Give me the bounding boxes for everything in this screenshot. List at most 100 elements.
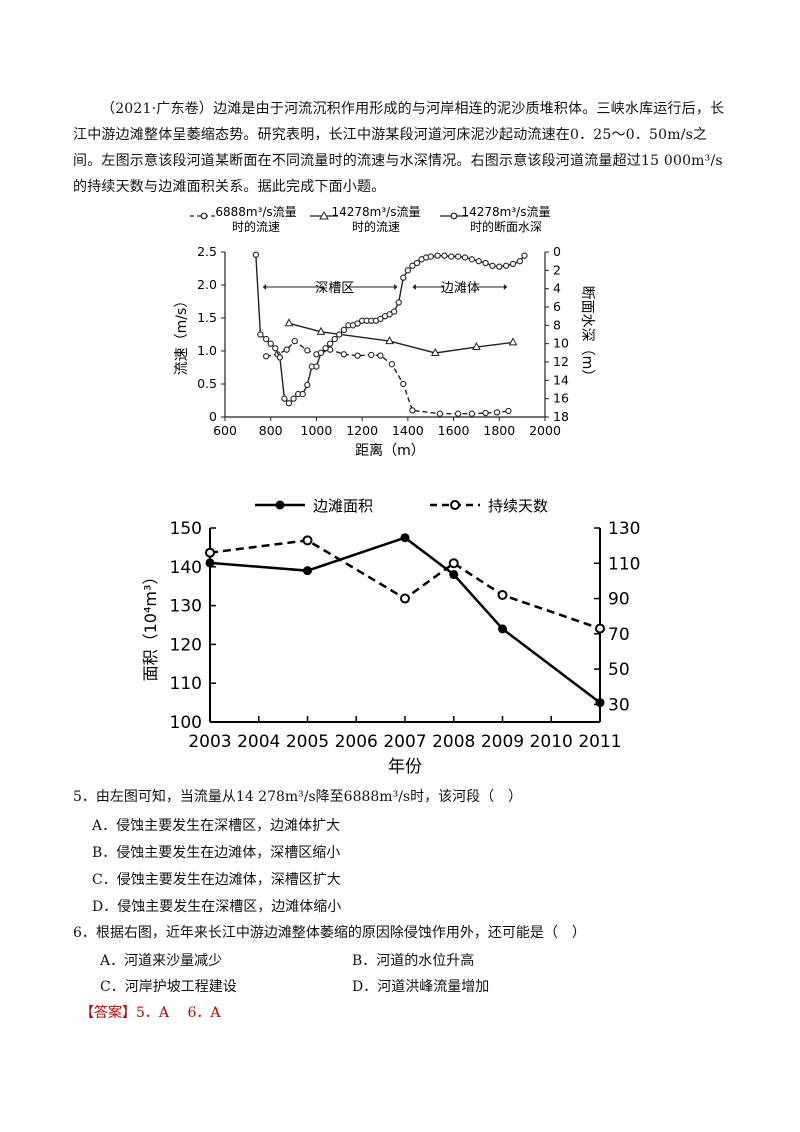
legend-label: 14278m³/s流量: [332, 205, 421, 219]
data-point-circle: [377, 315, 384, 323]
data-point-circle: [468, 256, 476, 263]
question-5-option-b[interactable]: B．侵蚀主要发生在边滩体，深槽区缩小: [92, 845, 341, 861]
data-point-circle: [521, 252, 528, 259]
data-point-circle: [291, 337, 298, 345]
question-5-option-a[interactable]: A．侵蚀主要发生在深槽区，边滩体扩大: [92, 818, 341, 834]
x-tick-label: 2008: [432, 732, 475, 752]
data-point-circle: [493, 409, 501, 416]
x-axis-label: 距离（m）: [355, 442, 425, 459]
chart2-series: [205, 533, 605, 708]
data-point-circle: [377, 352, 384, 359]
data-point-circle: [461, 254, 469, 261]
data-point-circle: [388, 361, 396, 368]
data-point-open: [595, 623, 605, 634]
data-point-circle: [496, 263, 503, 270]
y2-tick-label: 14: [553, 372, 569, 387]
data-point-circle: [317, 349, 325, 356]
y2-axis-label: 断面水深（m）: [579, 286, 595, 384]
data-point-circle: [283, 346, 290, 353]
y2-tick-label: 110: [608, 554, 640, 574]
question-5-option-d[interactable]: D．侵蚀主要发生在深槽区，边滩体缩小: [92, 899, 342, 915]
y-tick-label: 140: [170, 558, 202, 578]
data-point-circle: [434, 252, 441, 259]
legend-open-circle-marker: [450, 212, 458, 220]
answer-line: 【答案】5．A 6．A: [80, 1005, 221, 1021]
question-intro: （2021·广东卷）边滩是由于河流沉积作用形成的与河岸相连的泥沙质堆积体。三峡水…: [73, 101, 725, 195]
data-point-circle: [354, 352, 361, 359]
annotation-arrowhead: [262, 284, 267, 290]
data-point-circle: [354, 320, 361, 327]
data-point-triangle: [472, 341, 481, 351]
data-point-circle: [400, 274, 407, 281]
annotation-arrowhead: [394, 284, 398, 290]
data-point-circle: [276, 354, 284, 361]
data-point-circle: [257, 331, 264, 338]
x-tick-label: 2000: [529, 423, 561, 438]
y-tick-label: 1.5: [197, 310, 217, 325]
data-point-open: [400, 593, 410, 604]
x-tick-label: 2011: [578, 732, 621, 752]
legend-label: 6888m³/s流量: [215, 205, 296, 219]
x-tick-label: 1200: [346, 423, 378, 438]
annotation-beach-body: 边滩体: [441, 281, 480, 296]
question-6-option-d[interactable]: D．河道洪峰流量增加: [352, 979, 490, 995]
series-line: [209, 539, 601, 630]
data-point-circle: [409, 262, 416, 269]
y2-tick-label: 18: [553, 409, 569, 424]
legend-open-circle-marker: [450, 500, 460, 510]
data-point-filled: [205, 558, 215, 568]
x-tick-label: 1400: [392, 423, 424, 438]
y2-tick-label: 10: [553, 336, 569, 351]
chart1-legend: 6888m³/s流量时的流速14278m³/s流量时的流速14278m³/s流量…: [190, 205, 550, 234]
y-tick-label: 0: [209, 409, 217, 424]
data-point-circle: [336, 331, 343, 338]
x-tick-label: 1000: [301, 423, 333, 438]
x-tick-label: 2007: [383, 732, 426, 752]
y2-tick-label: 6: [553, 299, 561, 314]
question-6-stem: 6．根据右图，近年来长江中游边滩整体萎缩的原因除侵蚀作用外，还可能是（ ）: [73, 925, 586, 941]
y2-tick-label: 16: [553, 391, 569, 406]
data-point-circle: [386, 311, 393, 318]
x-tick-label: 2006: [335, 732, 378, 752]
series-line: [255, 254, 525, 405]
legend-open-circle-marker: [200, 212, 208, 220]
chart1-series: [252, 251, 528, 417]
question-6-option-b[interactable]: B．河道的水位升高: [352, 953, 475, 969]
series-line: [209, 536, 601, 704]
data-point-filled: [498, 624, 507, 634]
data-point-circle: [262, 353, 270, 360]
data-point-circle: [340, 326, 348, 334]
question-6-option-c[interactable]: C．河岸护坡工程建设: [100, 979, 237, 995]
x-tick-label: 2005: [286, 732, 329, 752]
y-tick-label: 2.0: [197, 277, 217, 292]
chart1-axes: 600 800 1000 1200 1400 1600 1800 2000 0 0.5 1.0 1.5…: [174, 244, 595, 459]
data-point-circle: [390, 308, 398, 315]
y2-tick-label: 50: [608, 660, 630, 680]
data-point-circle: [262, 335, 270, 343]
y-tick-label: 120: [170, 635, 202, 655]
question-6-option-a[interactable]: A．河道来沙量减少: [100, 953, 223, 969]
y2-tick-label: 130: [608, 519, 640, 539]
data-point-circle: [272, 345, 279, 352]
data-point-circle: [427, 253, 434, 260]
y-tick-label: 150: [170, 519, 202, 539]
data-point-circle: [281, 395, 288, 402]
data-point-circle: [252, 251, 260, 258]
legend-triangle-marker: [319, 210, 329, 220]
question-5-option-c[interactable]: C．侵蚀主要发生在边滩体，深槽区扩大: [92, 872, 341, 888]
legend-label: 持续天数: [488, 497, 548, 515]
data-point-circle: [441, 252, 448, 259]
data-point-filled: [303, 566, 312, 576]
data-point-circle: [340, 351, 348, 358]
data-point-circle: [395, 299, 402, 306]
y-tick-label: 2.5: [197, 244, 217, 259]
data-point-open: [448, 558, 459, 569]
data-point-circle: [368, 351, 375, 359]
y-tick-label: 100: [170, 713, 202, 733]
x-tick-label: 600: [213, 423, 237, 438]
data-point-triangle: [385, 336, 394, 345]
y2-tick-label: 12: [553, 354, 569, 369]
data-point-open: [302, 535, 313, 546]
area-days-chart: 边滩面积 持续天数 2003 2004 2005 2006 2007 2008 2009 201…: [141, 497, 640, 777]
data-point-triangle: [430, 347, 440, 356]
